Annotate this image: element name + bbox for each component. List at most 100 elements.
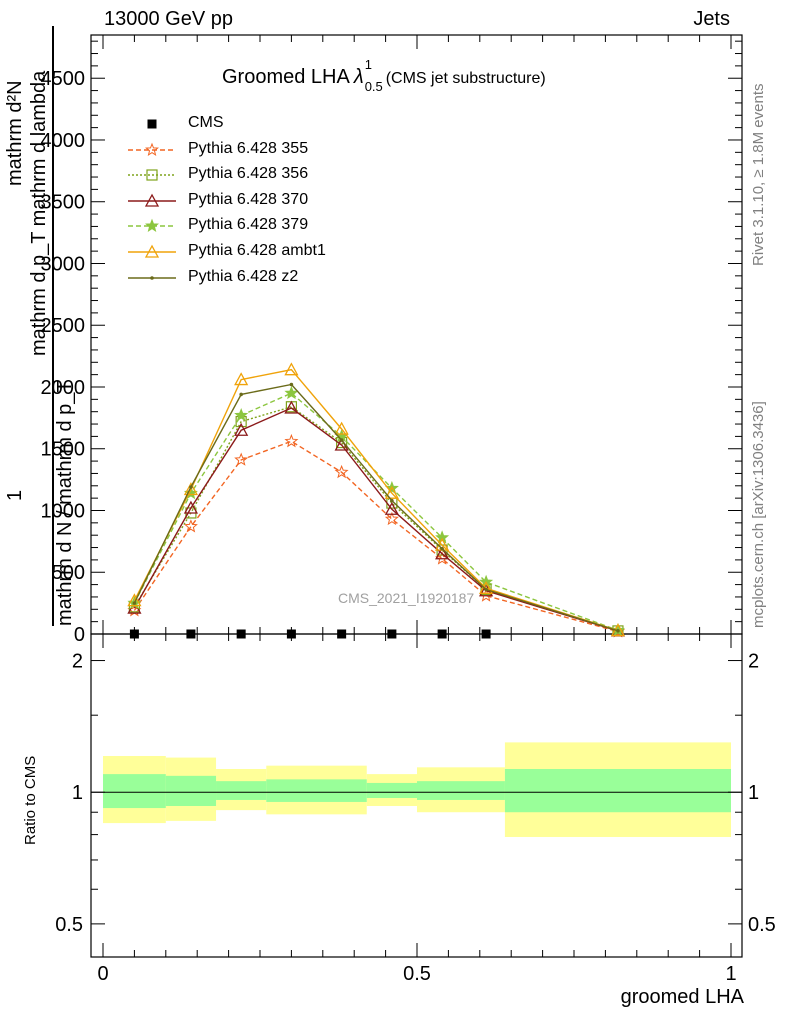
legend-marker xyxy=(146,169,158,181)
cms-point-0 xyxy=(129,629,139,639)
legend-label: Pythia 6.428 356 xyxy=(188,165,309,183)
main-ytick-label-6: 3000 xyxy=(41,253,86,275)
legend-marker xyxy=(145,218,159,233)
title-suffix: (CMS jet substructure) xyxy=(385,70,546,87)
main-ytick-label-9: 4500 xyxy=(41,68,86,90)
legend-swatch xyxy=(128,244,176,258)
legend-label: Pythia 6.428 355 xyxy=(188,139,309,157)
series-4-point-3 xyxy=(284,385,299,400)
legend-marker xyxy=(150,275,154,280)
main-ytick-label-0: 0 xyxy=(74,624,85,646)
cms-point-5 xyxy=(387,629,397,639)
rivet-label: Rivet 3.1.10, ≥ 1.8M events xyxy=(750,83,767,267)
legend-marker xyxy=(147,119,157,129)
y-axis-dn: mathrm d N / mathrm d p_T xyxy=(54,380,76,626)
ratio-ytick-label-0: 0.5 xyxy=(55,914,83,936)
ratio-band-inner-2 xyxy=(216,781,267,800)
legend-swatch xyxy=(128,275,176,280)
legend-marker xyxy=(144,193,160,207)
ratio-xtick-label-2: 1 xyxy=(725,963,736,985)
legend-label: Pythia 6.428 z2 xyxy=(188,267,299,285)
series-4-point-2 xyxy=(234,408,249,422)
y-axis-one: 1 xyxy=(4,489,26,501)
cms-point-7 xyxy=(481,629,491,639)
watermark: CMS_2021_I1920187 xyxy=(338,590,475,606)
legend-marker xyxy=(144,244,160,258)
cms-point-3 xyxy=(286,629,296,639)
ratio-band-inner-0 xyxy=(103,774,166,809)
main-ytick-label-7: 3500 xyxy=(41,192,86,214)
legend-item: Pythia 6.428 356 xyxy=(124,165,384,187)
series-6-point-7 xyxy=(484,587,488,592)
series-1-point-1 xyxy=(183,519,198,533)
series-5-point-2 xyxy=(234,372,249,386)
legend-item: Pythia 6.428 370 xyxy=(124,191,384,213)
series-6-point-0 xyxy=(132,601,137,605)
series-6-point-8 xyxy=(616,628,620,633)
cms-point-2 xyxy=(236,629,246,639)
ratio-band-inner-1 xyxy=(165,775,217,806)
legend-label: Pythia 6.428 370 xyxy=(188,190,309,208)
series-5-point-3 xyxy=(284,362,299,376)
ratio-band-inner-3 xyxy=(266,779,367,802)
series-5-point-5 xyxy=(384,485,399,499)
header-right: Jets xyxy=(693,8,730,30)
series-3-point-3 xyxy=(284,400,299,414)
series-6-point-2 xyxy=(239,392,243,397)
series-3-point-6 xyxy=(435,546,450,560)
series-1-point-2 xyxy=(234,452,249,466)
legend-swatch xyxy=(147,119,157,129)
series-6-point-3 xyxy=(289,382,294,387)
legend-swatch xyxy=(128,193,176,207)
ratio-ytick-label-1: 1 xyxy=(72,782,83,804)
ratio-band-inner-5 xyxy=(417,781,505,800)
series-1-point-4 xyxy=(334,464,349,479)
series-5-point-1 xyxy=(183,482,199,496)
series-3-point-5 xyxy=(384,501,399,515)
title-main: Groomed LHA xyxy=(222,66,350,88)
series-6-point-4 xyxy=(339,438,344,442)
legend-swatch xyxy=(128,218,176,233)
ratio-ytick-label-right-1: 1 xyxy=(748,782,759,804)
main-ytick-label-1: 500 xyxy=(52,562,85,584)
legend-item: CMS xyxy=(124,114,384,136)
y-axis-numerator: mathrm d²N xyxy=(4,80,26,186)
series-5-point-4 xyxy=(334,421,349,435)
cms-point-1 xyxy=(186,629,196,639)
ratio-y-axis-label: Ratio to CMS xyxy=(22,755,39,845)
legend-item: Pythia 6.428 z2 xyxy=(124,268,384,290)
legend-item: Pythia 6.428 355 xyxy=(124,140,384,162)
ratio-xtick-label-0: 0 xyxy=(97,963,108,985)
series-6-point-5 xyxy=(390,498,394,503)
main-ytick-label-3: 1500 xyxy=(41,439,86,461)
ratio-band-inner-4 xyxy=(366,782,417,799)
cms-point-6 xyxy=(437,629,447,639)
legend-label: CMS xyxy=(188,114,224,131)
series-line-3 xyxy=(133,407,619,632)
main-ytick-label-2: 1000 xyxy=(41,500,86,522)
legend-label: Pythia 6.428 379 xyxy=(188,216,309,234)
series-5-point-7 xyxy=(478,580,494,594)
header-left: 13000 GeV pp xyxy=(104,8,233,30)
ratio-xtick-label-1: 0.5 xyxy=(403,963,431,985)
legend-item: Pythia 6.428 ambt1 xyxy=(124,242,384,264)
ratio-ytick-label-right-2: 2 xyxy=(748,651,759,673)
legend-item: Pythia 6.428 379 xyxy=(124,216,384,238)
x-axis-label: groomed LHA xyxy=(620,986,744,1008)
chart-title: Groomed LHA λ 1 0.5 (CMS jet substructure) xyxy=(222,57,546,94)
series-1-point-3 xyxy=(284,433,299,448)
ratio-band-inner-6 xyxy=(504,768,731,813)
main-ytick-label-5: 2500 xyxy=(41,315,86,337)
title-sub: 0.5 xyxy=(364,79,383,94)
ratio-ytick-label-2: 2 xyxy=(72,651,83,673)
main-ytick-label-4: 2000 xyxy=(41,377,86,399)
series-6-point-1 xyxy=(189,485,193,489)
series-3-point-2 xyxy=(234,422,249,436)
series-6-point-6 xyxy=(440,546,444,551)
title-lambda: λ xyxy=(353,66,364,88)
legend-marker xyxy=(145,142,159,156)
title-sup: 1 xyxy=(364,57,372,72)
series-line-1 xyxy=(133,440,619,633)
cms-point-4 xyxy=(337,629,347,639)
